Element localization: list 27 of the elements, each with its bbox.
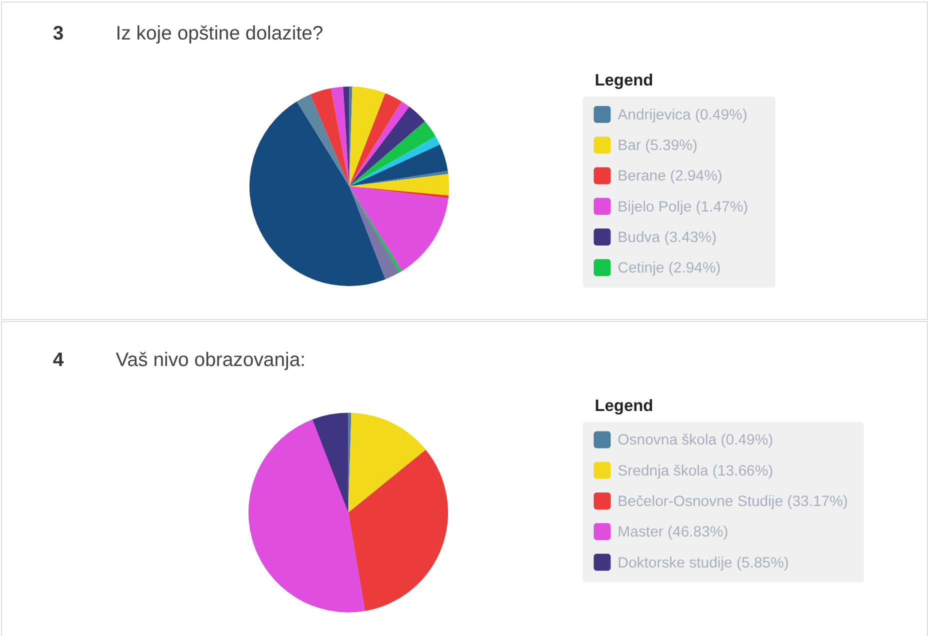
text: 4 xyxy=(52,348,64,371)
legend-label: Srednja škola (13.66%) xyxy=(618,462,774,480)
legend-title: Legend xyxy=(594,72,654,90)
pie-slice xyxy=(348,412,426,513)
legend-label: Bečelor-Osnovne Studije (33.17%) xyxy=(618,493,848,510)
legend-label: Osnovna škola (0.49%) xyxy=(618,432,774,449)
pie-slice xyxy=(296,94,350,186)
pie-slice xyxy=(248,419,365,612)
legend-label: Berane (2.94%) xyxy=(618,168,722,185)
legend-label: Cetinje (2.94%) xyxy=(618,260,721,277)
pie-slice xyxy=(349,106,425,186)
pie-slice xyxy=(312,412,348,513)
legend-title: Legend xyxy=(594,396,654,415)
legend-label: Andrijevica (0.49%) xyxy=(618,106,748,124)
pie-slice xyxy=(330,86,350,186)
chart-title: Iz koje opštine dolazite? xyxy=(116,22,324,45)
legend-label: Master (46.83%) xyxy=(618,524,728,541)
legend-label: Doktorske studije (5.85%) xyxy=(618,554,789,572)
pie-slice xyxy=(348,450,448,611)
pie-slice xyxy=(349,136,440,186)
legend-label: Bijelo Polje (1.47%) xyxy=(618,198,748,216)
legend-label: Bar (5.39%) xyxy=(618,137,698,154)
legend-label: Budva (3.43%) xyxy=(618,228,717,246)
text: 3 xyxy=(52,22,64,45)
pie-slice xyxy=(348,412,352,513)
pie-slice xyxy=(349,121,436,186)
chart-title: Vaš nivo obrazovanja: xyxy=(116,348,306,371)
